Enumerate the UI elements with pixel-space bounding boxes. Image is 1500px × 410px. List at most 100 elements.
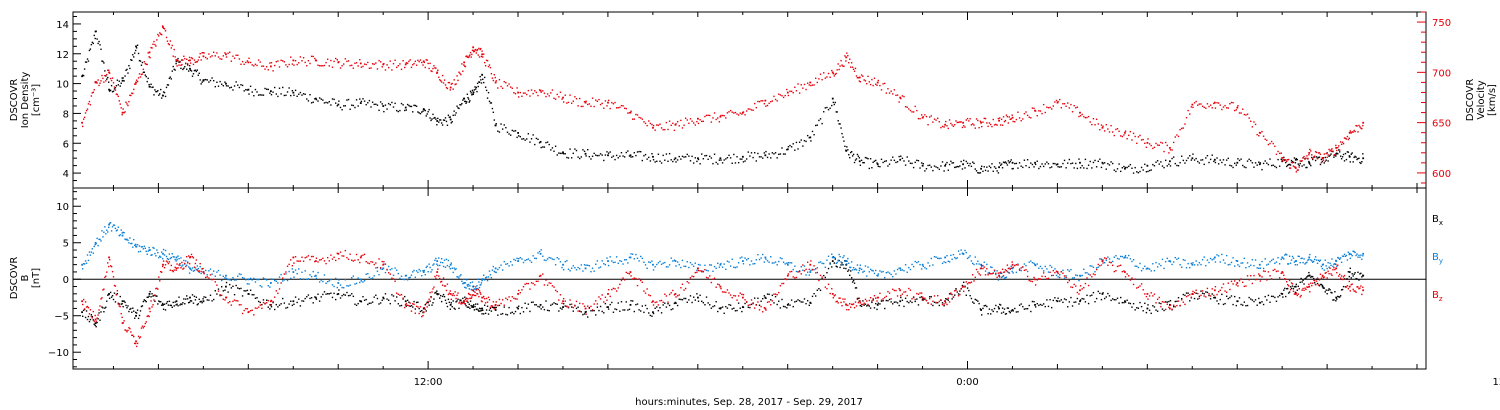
density-point — [465, 101, 468, 103]
bx-point — [121, 303, 123, 305]
bx-point — [150, 296, 152, 298]
bx-point — [966, 287, 969, 289]
by-point — [291, 268, 294, 270]
by-point — [1081, 274, 1083, 277]
velocity-point — [522, 92, 525, 94]
bz-point — [436, 274, 438, 277]
bx-point — [946, 298, 948, 300]
density-point — [542, 146, 544, 148]
velocity-point — [370, 67, 372, 69]
bz-point — [186, 262, 189, 264]
velocity-point — [800, 84, 802, 86]
density-point — [763, 152, 766, 154]
density-point-reading — [607, 154, 609, 157]
density-point — [198, 72, 200, 74]
bx-point — [957, 293, 960, 295]
bx-point-reading — [1308, 274, 1311, 277]
bz-point — [115, 294, 118, 296]
bx-point — [1128, 302, 1130, 304]
bz-point — [457, 292, 459, 294]
by-point — [1137, 266, 1140, 269]
velocity-point — [1346, 135, 1349, 138]
by-point — [460, 274, 462, 276]
bz-point — [235, 299, 237, 302]
bx-point — [540, 308, 542, 310]
by-point-reading — [189, 267, 191, 270]
bx-point — [1076, 297, 1079, 300]
density-point — [245, 88, 247, 91]
density-point — [1293, 157, 1296, 159]
bz-point — [344, 249, 347, 252]
density-point-reading — [719, 157, 722, 160]
velocity-point — [1094, 124, 1096, 126]
velocity-point — [254, 63, 257, 66]
velocity-point — [1054, 101, 1056, 103]
bx-point — [1067, 306, 1069, 308]
bx-point — [197, 303, 199, 305]
bz-point — [471, 296, 473, 298]
by-point — [256, 278, 258, 281]
by-point — [800, 266, 802, 268]
bx-point — [1303, 283, 1305, 285]
bx-point-reading — [998, 307, 1000, 310]
velocity-point — [542, 90, 544, 92]
bz-point — [251, 309, 253, 311]
density-point — [1070, 162, 1072, 165]
density-point — [1344, 152, 1347, 155]
bx-point — [160, 304, 163, 306]
by-point — [986, 263, 988, 266]
velocity-point-reading — [674, 123, 677, 126]
by-point — [467, 285, 469, 287]
bx-point — [322, 293, 324, 296]
bx-point — [449, 308, 452, 310]
velocity-point — [665, 121, 668, 124]
bz-point — [333, 256, 335, 259]
velocity-point — [91, 92, 94, 94]
bx-point — [1156, 310, 1159, 312]
bx-point — [1075, 301, 1077, 303]
density-point — [1192, 153, 1194, 155]
density-point — [107, 81, 110, 83]
by-point — [882, 270, 884, 273]
bz-point — [397, 293, 400, 295]
bx-point — [972, 301, 974, 303]
bz-point — [787, 273, 790, 275]
by-point — [440, 258, 443, 260]
density-point — [492, 111, 495, 113]
by-point — [1076, 274, 1079, 277]
bz-point — [911, 298, 913, 300]
by-point — [414, 276, 417, 278]
velocity-point — [678, 125, 680, 127]
velocity-point — [459, 72, 461, 75]
velocity-point — [562, 101, 565, 103]
density-point — [715, 161, 717, 164]
bx-point — [262, 299, 265, 301]
by-point — [134, 243, 137, 246]
velocity-point — [1251, 126, 1254, 128]
bz-point — [964, 286, 966, 288]
velocity-point — [118, 100, 120, 102]
by-point-reading — [449, 263, 452, 266]
bz-point — [423, 307, 426, 309]
density-point — [1190, 159, 1193, 161]
bz-point — [240, 304, 242, 306]
bz-point — [135, 345, 138, 348]
velocity-point — [1246, 113, 1249, 115]
bx-point — [853, 282, 856, 284]
bx-point — [1017, 311, 1019, 313]
bz-point — [582, 303, 584, 305]
bx-point — [1057, 297, 1059, 299]
velocity-tick-label: 600 — [1432, 169, 1451, 180]
bx-point — [147, 296, 149, 298]
velocity-point — [114, 89, 117, 91]
density-point — [1280, 158, 1282, 161]
by-point — [290, 277, 292, 280]
density-point — [379, 101, 382, 103]
by-point — [587, 264, 589, 266]
density-point — [165, 86, 168, 89]
density-point — [1086, 167, 1088, 170]
density-point — [1232, 166, 1234, 169]
velocity-point — [409, 59, 411, 61]
density-point — [782, 153, 785, 155]
by-point — [195, 268, 198, 271]
